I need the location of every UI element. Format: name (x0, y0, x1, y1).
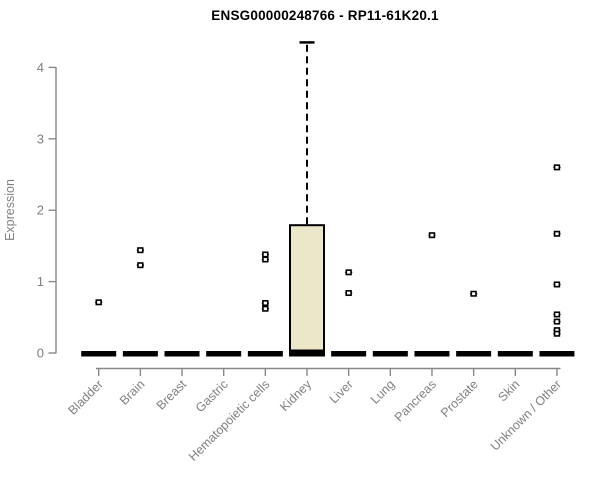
outlier-point (137, 262, 144, 269)
outlier-point (262, 305, 269, 312)
y-tick-label: 1 (37, 274, 44, 289)
outlier-point (553, 281, 561, 288)
x-category-label: Breast (154, 377, 190, 413)
outlier-point (553, 311, 561, 318)
x-category-label: Liver (327, 377, 356, 406)
x-category-label: Skin (495, 377, 522, 404)
box-Bladder (81, 351, 117, 357)
y-tick-label: 4 (37, 60, 44, 75)
outlier-point (553, 230, 561, 237)
x-category-label: Brain (117, 377, 148, 408)
outlier-point (262, 300, 269, 307)
box-Hematopoietic cells (247, 351, 283, 357)
median-line (289, 349, 325, 357)
y-tick-label: 3 (37, 131, 44, 146)
box-Prostate (456, 351, 492, 357)
x-category-label: Prostate (438, 377, 481, 420)
outlier-point (553, 330, 561, 337)
box-Gastric (206, 351, 242, 357)
box-Brain (122, 351, 158, 357)
outlier-point (95, 299, 102, 306)
x-category-label: Pancreas (392, 377, 439, 424)
outlier-point (553, 164, 561, 171)
y-tick-label: 0 (37, 346, 44, 361)
outlier-point (553, 318, 561, 325)
box-Kidney (289, 224, 325, 352)
outlier-point (345, 269, 352, 276)
box-Breast (164, 351, 200, 357)
box-Unknown / Other (539, 351, 575, 357)
x-category-label: Kidney (277, 377, 314, 414)
box-Pancreas (414, 351, 450, 357)
x-category-label: Unknown / Other (488, 377, 564, 453)
chart-title: ENSG00000248766 - RP11-61K20.1 (211, 8, 439, 23)
x-category-label: Bladder (65, 377, 105, 417)
outlier-point (428, 232, 436, 239)
box-Liver (331, 351, 367, 357)
outlier-point (262, 251, 269, 258)
box-Lung (372, 351, 408, 357)
outlier-point (470, 290, 477, 297)
x-category-label: Hematopoietic cells (186, 377, 273, 464)
outlier-point (345, 290, 352, 297)
outlier-point (137, 247, 144, 254)
x-category-label: Lung (368, 377, 398, 407)
outlier-point (262, 256, 269, 263)
x-category-label: Gastric (193, 377, 231, 415)
box-Skin (497, 351, 533, 357)
y-tick-label: 2 (37, 203, 44, 218)
